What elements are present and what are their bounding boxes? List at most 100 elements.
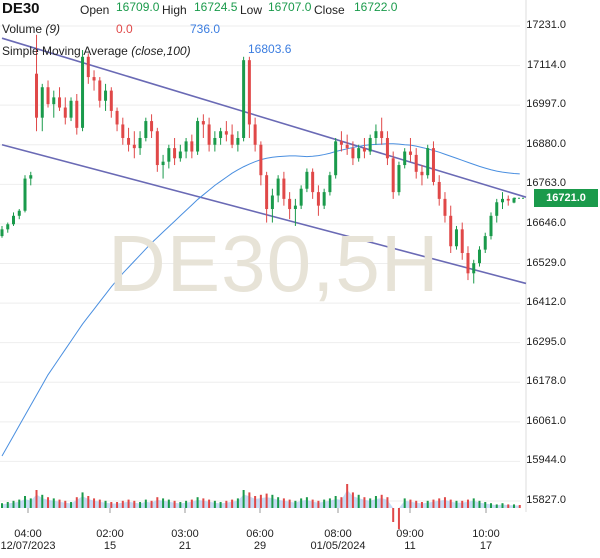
candle-body: [219, 131, 223, 138]
volume-value-b: 736.0: [190, 22, 221, 36]
candle: [224, 121, 228, 142]
candle-body: [138, 137, 142, 149]
candle: [247, 56, 251, 138]
candle-body: [201, 121, 205, 125]
volume-bar: [52, 498, 55, 508]
candle-body: [454, 229, 458, 247]
candle-body: [500, 198, 504, 203]
candle-body: [431, 148, 435, 182]
candle-body: [391, 158, 395, 193]
volume-bar: [369, 498, 372, 508]
candle: [276, 175, 280, 203]
candle: [52, 90, 56, 118]
candle-body: [328, 175, 332, 193]
volume-bar: [133, 500, 136, 508]
last-price-tag: 16721.0: [534, 189, 598, 208]
volume-bar: [392, 508, 395, 522]
volume-bar: [167, 499, 170, 508]
candle: [345, 134, 349, 155]
volume-bar: [449, 499, 452, 508]
candle-body: [173, 148, 177, 159]
candle-body: [17, 210, 21, 216]
x-axis-tick-label: 04:00 12/07/2023: [0, 528, 56, 552]
volume-bar: [438, 498, 441, 508]
candle-body: [184, 141, 188, 152]
volume-bar: [202, 498, 205, 508]
candle-body: [98, 80, 102, 101]
candle-body: [86, 56, 90, 78]
candle: [299, 185, 303, 210]
candle: [265, 171, 269, 223]
volume-bar: [328, 498, 331, 508]
candle: [242, 56, 246, 142]
candle-body: [385, 137, 389, 159]
volume-bar: [254, 496, 257, 508]
volume-bar: [173, 500, 176, 508]
volume-bar: [213, 500, 216, 508]
x-axis-tick-label: 06:00 29: [246, 528, 274, 552]
candle-body: [0, 229, 4, 237]
candle: [311, 168, 315, 199]
volume-bar: [18, 499, 21, 508]
candle: [495, 198, 499, 223]
volume-bar: [507, 504, 510, 508]
volume-bar: [127, 499, 130, 508]
candle: [115, 107, 119, 132]
open-label: Open: [80, 3, 110, 17]
volume-bar: [179, 502, 182, 508]
candle: [385, 131, 389, 166]
candle: [270, 188, 274, 223]
candle-body: [380, 131, 384, 138]
candle-body: [161, 161, 165, 166]
low-value: 16707.0: [268, 0, 312, 14]
candle-body: [357, 148, 361, 159]
volume-bar: [294, 500, 297, 508]
candle-body: [477, 249, 481, 264]
candle-body: [58, 97, 62, 108]
candle-body: [207, 124, 211, 145]
volume-bar: [323, 499, 326, 508]
candle-body: [362, 148, 366, 152]
candle-body: [121, 124, 125, 138]
candle: [357, 144, 361, 162]
peak-value-label: 16803.6: [248, 42, 292, 56]
candle: [173, 137, 177, 166]
volume-bar: [259, 494, 262, 508]
candle: [144, 117, 148, 142]
candle: [449, 205, 453, 254]
candle-body: [178, 151, 182, 159]
volume-bar: [156, 497, 159, 508]
volume-bar: [461, 500, 464, 508]
y-axis-tick-label: 16178.0: [526, 375, 566, 388]
x-axis-tick-label: 10:00 17: [472, 528, 500, 552]
candle: [305, 168, 309, 193]
candle: [184, 137, 188, 159]
candle-body: [40, 87, 44, 118]
candle: [6, 222, 10, 233]
volume-bar: [334, 496, 337, 508]
volume-bar: [29, 498, 32, 508]
candle-body: [242, 60, 246, 138]
volume-bar: [495, 504, 498, 508]
candle: [190, 134, 194, 159]
volume-bar: [513, 504, 515, 508]
candle: [328, 171, 332, 196]
candle: [150, 114, 154, 138]
candle-body: [52, 97, 56, 105]
candle-body: [322, 192, 326, 206]
candle-body: [213, 137, 217, 145]
y-axis-tick-label: 16763.0: [526, 177, 566, 190]
volume-bar: [190, 499, 193, 508]
candle: [431, 141, 435, 186]
volume-bar: [351, 492, 354, 508]
candle-body: [144, 121, 148, 138]
candle: [420, 165, 424, 186]
candle-body: [460, 229, 464, 254]
candle: [121, 117, 125, 145]
candle-body: [132, 144, 136, 149]
volume-bar: [116, 502, 119, 508]
sma-label: Simple Moving Average (close,100): [2, 44, 191, 58]
candle-body: [155, 131, 159, 166]
volume-bar: [24, 496, 27, 508]
